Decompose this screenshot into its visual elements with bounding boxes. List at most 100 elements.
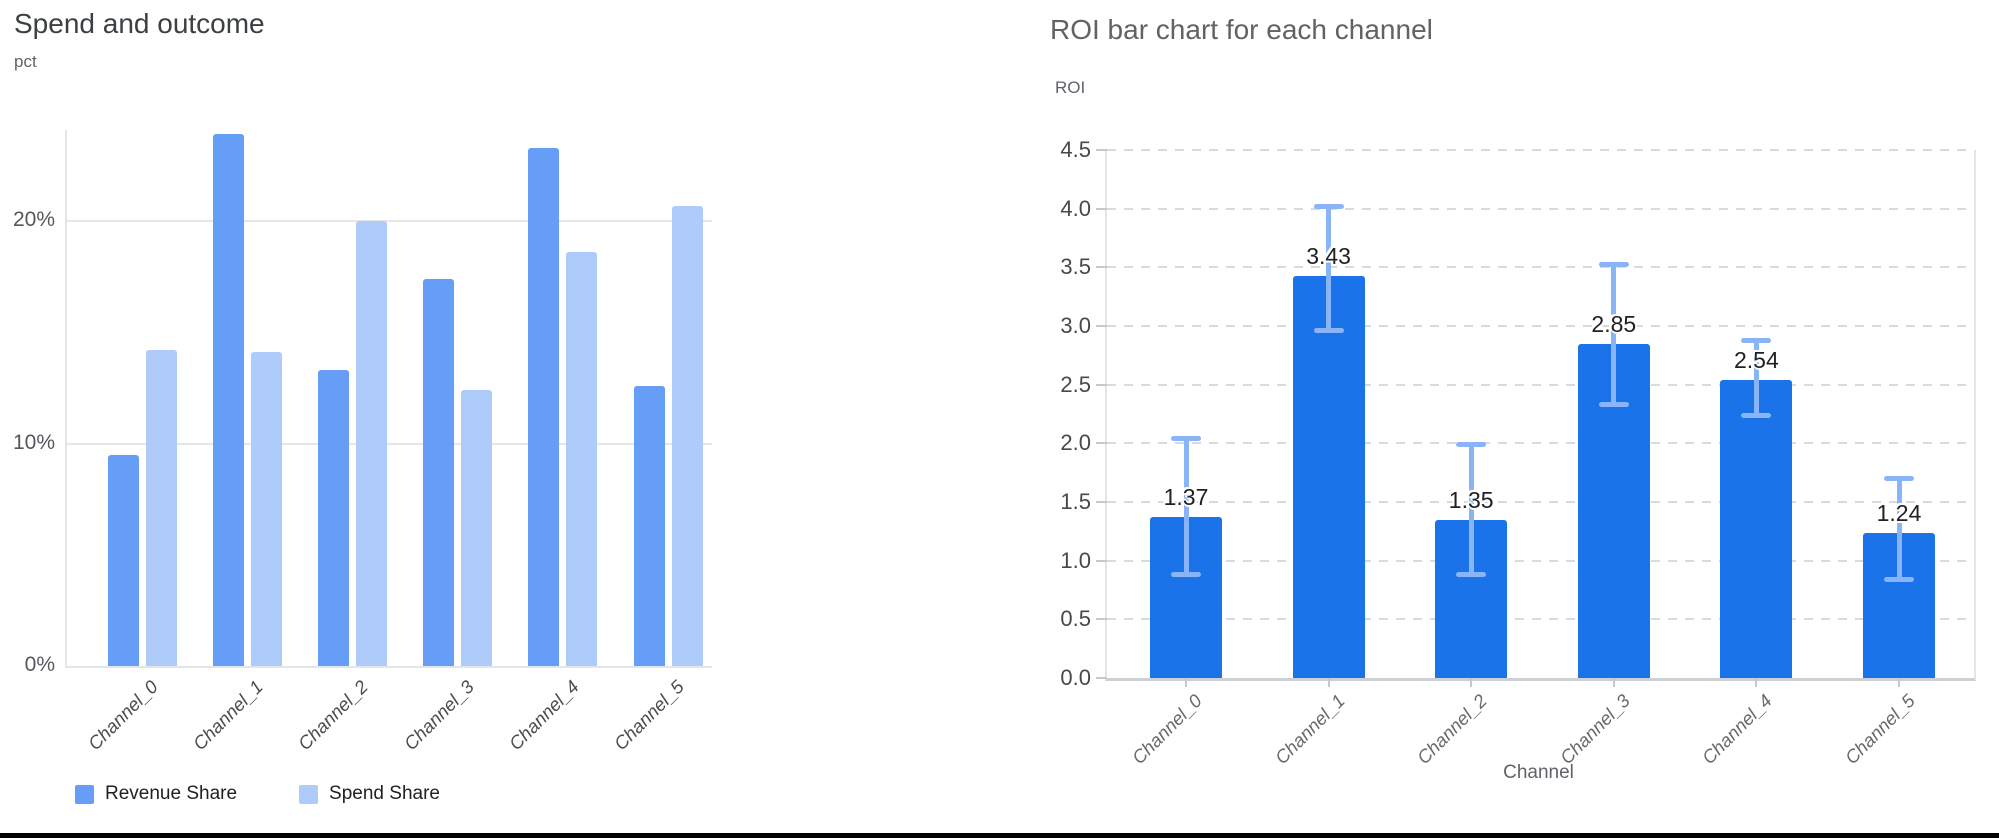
error-bar-cap: [1741, 412, 1772, 418]
y-tick-label: 0.5: [1060, 606, 1091, 632]
bar: [528, 147, 560, 666]
legend: Revenue Share Spend Share: [75, 783, 440, 805]
y-tick-label: 0.0: [1060, 665, 1091, 690]
error-bar-line: [1468, 444, 1474, 575]
y-tick-mark: [1096, 383, 1107, 386]
error-bar-line: [1753, 340, 1759, 416]
legend-item-spend-share: Spend Share: [299, 783, 440, 805]
bar-value-label: 2.54: [1734, 346, 1779, 373]
error-bar-line: [1183, 438, 1189, 575]
bar: [107, 454, 139, 666]
legend-item-revenue-share: Revenue Share: [75, 783, 237, 805]
y-tick-label: 2.5: [1060, 371, 1091, 397]
x-tick-label: Channel_2: [294, 676, 373, 755]
bar-value-label: 1.35: [1448, 486, 1494, 513]
y-tick-mark: [1096, 501, 1107, 503]
y-tick-label: 4.5: [1060, 137, 1091, 162]
y-tick-mark: [1096, 618, 1107, 621]
x-tick-mark: [1470, 678, 1473, 687]
x-tick-label: Channel_2: [1412, 690, 1492, 769]
x-tick-label: Channel_1: [188, 676, 268, 755]
bar: [212, 134, 244, 666]
bar-value-label: 2.85: [1591, 310, 1637, 337]
bar: [1720, 379, 1793, 678]
x-tick-mark: [1185, 678, 1187, 687]
plot-area: 0% 10% 20% Channel_0 Channel_1 Channel_2 Chann…: [13, 130, 712, 754]
bar: [566, 252, 598, 666]
x-tick-label: Channel_3: [399, 676, 478, 755]
gridline: [1107, 207, 1974, 210]
roi-chart: ROI bar chart for each channel ROI 0.0 0.…: [1040, 0, 1999, 838]
x-tick-label: Channel_1: [1270, 690, 1349, 769]
bar: [671, 205, 703, 666]
chart-title: ROI bar chart for each channel: [1050, 14, 1433, 45]
bar: [633, 385, 665, 666]
bar: [355, 221, 387, 666]
error-bar-cap: [1313, 328, 1344, 334]
error-bar-line: [1611, 264, 1617, 405]
error-bar-cap: [1171, 572, 1201, 578]
gridline: [1107, 266, 1974, 269]
bottom-border: [0, 833, 1999, 838]
error-bar-cap: [1313, 203, 1344, 209]
spend-outcome-chart: Spend and outcome pct 0% 10% 20% Channel_0 C…: [0, 0, 800, 838]
y-tick-label: 10%: [12, 430, 55, 454]
legend-swatch-icon: [75, 784, 94, 804]
plot-area: 0.0 0.5 1.0 1.5 2.0 2.5 3.0 3.5 4.0 4.5 1.37 Channe…: [1060, 137, 1976, 768]
x-tick-label: Channel_0: [83, 676, 162, 755]
gridline: [1107, 618, 1974, 621]
bar: [317, 370, 349, 666]
y-tick-label: 2.0: [1060, 430, 1091, 456]
y-tick-mark: [1096, 677, 1107, 679]
y-tick-label: 20%: [12, 208, 55, 232]
error-bar-cap: [1171, 436, 1201, 442]
y-tick-label: 3.0: [1060, 313, 1091, 338]
y-tick-mark: [1096, 559, 1107, 562]
bar: [1292, 275, 1365, 678]
x-tick-mark: [1755, 678, 1758, 687]
x-tick-mark: [1612, 678, 1615, 687]
y-axis-unit: ROI: [1055, 78, 1086, 97]
y-tick-mark: [1096, 266, 1107, 269]
y-tick-label: 3.5: [1060, 254, 1091, 280]
gridline: [67, 442, 712, 445]
chart-title: Spend and outcome: [14, 8, 265, 39]
x-tick-label: Channel_3: [1555, 690, 1634, 769]
legend-label: Revenue Share: [105, 783, 238, 804]
bar: [250, 352, 282, 666]
bar-value-label: 3.43: [1306, 242, 1351, 269]
x-tick-label: Channel_4: [1698, 690, 1777, 769]
error-bar-line: [1326, 206, 1332, 331]
legend-label: Spend Share: [329, 783, 440, 804]
error-bar-line: [1896, 478, 1902, 580]
y-tick-label: 4.0: [1060, 195, 1091, 221]
x-axis-title: Channel: [1503, 762, 1574, 783]
bar-value-label: 1.37: [1163, 484, 1209, 511]
bar: [145, 350, 177, 666]
x-tick-label: Channel_5: [609, 676, 688, 755]
y-tick-mark: [1096, 325, 1107, 327]
x-tick-label: Channel_4: [504, 676, 583, 755]
x-tick-label: Channel_0: [1127, 690, 1206, 769]
gridline: [1107, 442, 1974, 445]
error-bar-cap: [1456, 572, 1487, 578]
error-bar-cap: [1884, 476, 1914, 482]
error-bar-cap: [1598, 262, 1629, 268]
bar-value-label: 1.24: [1876, 499, 1922, 526]
y-tick-mark: [1096, 207, 1107, 210]
error-bar-cap: [1884, 576, 1914, 582]
error-bar-cap: [1741, 337, 1772, 343]
gridline: [1107, 501, 1974, 503]
gridline: [1107, 559, 1974, 562]
gridline: [67, 220, 712, 223]
x-tick-mark: [1898, 678, 1900, 687]
y-tick-label: 1.0: [1060, 547, 1091, 573]
error-bar-cap: [1598, 402, 1629, 408]
x-tick-label: Channel_5: [1840, 690, 1919, 769]
error-bar-cap: [1456, 442, 1487, 447]
bar: [461, 390, 493, 666]
gridline: [1107, 149, 1974, 151]
y-tick-mark: [1096, 149, 1107, 151]
y-tick-mark: [1096, 442, 1107, 445]
